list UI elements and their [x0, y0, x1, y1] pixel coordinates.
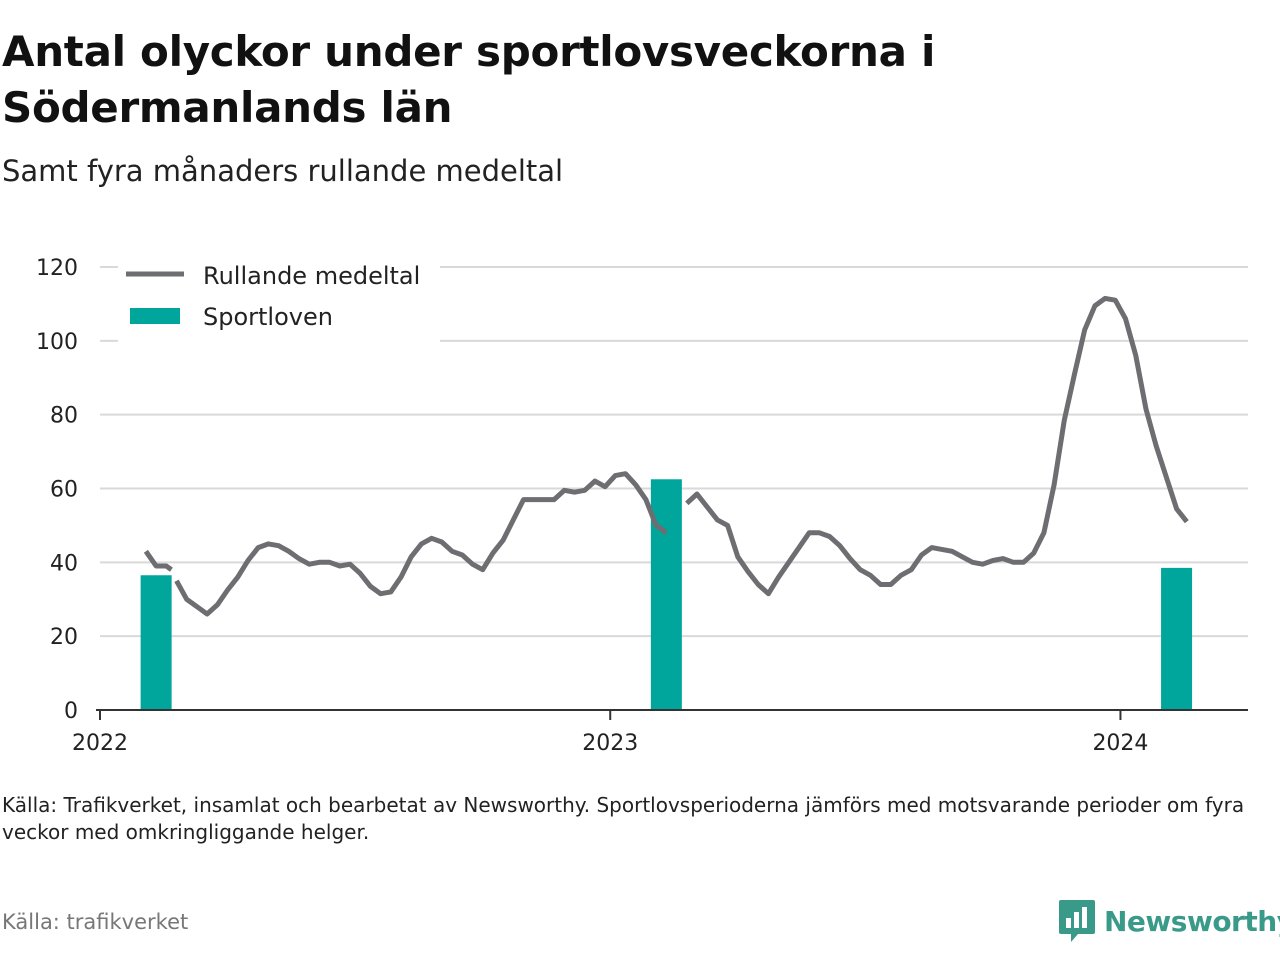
- legend-background: [118, 248, 440, 342]
- y-tick-label-40: 40: [50, 551, 78, 576]
- x-axis: 2022 2023 2024: [72, 709, 1248, 756]
- legend-bar-swatch: [130, 308, 180, 324]
- x-tick-label-2022: 2022: [72, 731, 128, 756]
- bar-chart-speech-bubble-icon: [1059, 900, 1095, 942]
- page-title: Antal olyckor under sportlovsveckorna i …: [2, 27, 936, 132]
- y-tick-label-0: 0: [64, 699, 78, 724]
- bar-sportloven-0: [140, 575, 172, 710]
- legend: Rullande medeltal Sportloven: [118, 248, 440, 342]
- line-layer: [143, 295, 1189, 617]
- y-tick-label-120: 120: [36, 256, 78, 281]
- page-subtitle: Samt fyra månaders rullande medeltal: [2, 154, 564, 188]
- y-tick-label-20: 20: [50, 625, 78, 650]
- legend-label-bar: Sportloven: [203, 303, 333, 331]
- source-credit: Källa: trafikverket: [2, 910, 189, 934]
- line-rullande-medeltal-segment-0: [143, 549, 173, 572]
- y-axis: 0 20 40 60 80 100 120: [36, 256, 78, 724]
- newsworthy-logo: Newsworthy: [1058, 898, 1280, 944]
- y-tick-label-60: 60: [50, 478, 78, 503]
- bar-sportloven-1: [650, 479, 682, 710]
- source-note: Källa: Trafikverket, insamlat och bearbe…: [2, 793, 1245, 844]
- y-tick-label-100: 100: [36, 330, 78, 355]
- bar-layer: [140, 479, 1193, 710]
- logo-wordmark: Newsworthy: [1104, 904, 1280, 938]
- line-rullande-medeltal-segment-2: [685, 295, 1189, 597]
- chart: 0 20 40 60 80 100 120 2022 2023 2024 Rullande me…: [36, 248, 1248, 756]
- x-tick-label-2024: 2024: [1092, 731, 1148, 756]
- line-rullande-medeltal-segment-1: [174, 471, 668, 617]
- bar-sportloven-2: [1161, 567, 1193, 710]
- x-tick-label-2023: 2023: [582, 731, 638, 756]
- legend-label-line: Rullande medeltal: [203, 262, 420, 290]
- y-tick-label-80: 80: [50, 404, 78, 429]
